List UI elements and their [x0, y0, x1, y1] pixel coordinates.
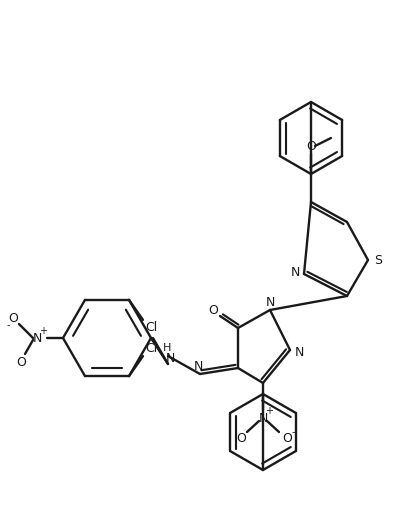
Text: O: O: [8, 311, 18, 325]
Text: N: N: [32, 331, 42, 345]
Text: -: -: [291, 427, 295, 437]
Text: Cl: Cl: [145, 321, 157, 335]
Text: N: N: [265, 296, 275, 309]
Text: N: N: [290, 267, 300, 279]
Text: N: N: [166, 351, 175, 365]
Text: -: -: [6, 320, 10, 330]
Text: N: N: [193, 359, 203, 372]
Text: O: O: [208, 304, 218, 317]
Text: N: N: [258, 411, 268, 424]
Text: O: O: [236, 431, 246, 444]
Text: +: +: [39, 326, 47, 336]
Text: H: H: [163, 343, 171, 353]
Text: O: O: [306, 139, 316, 153]
Text: Cl: Cl: [145, 341, 157, 355]
Text: O: O: [16, 356, 26, 369]
Text: S: S: [374, 254, 382, 267]
Text: +: +: [265, 406, 273, 416]
Text: O: O: [282, 431, 292, 444]
Text: N: N: [294, 346, 304, 359]
